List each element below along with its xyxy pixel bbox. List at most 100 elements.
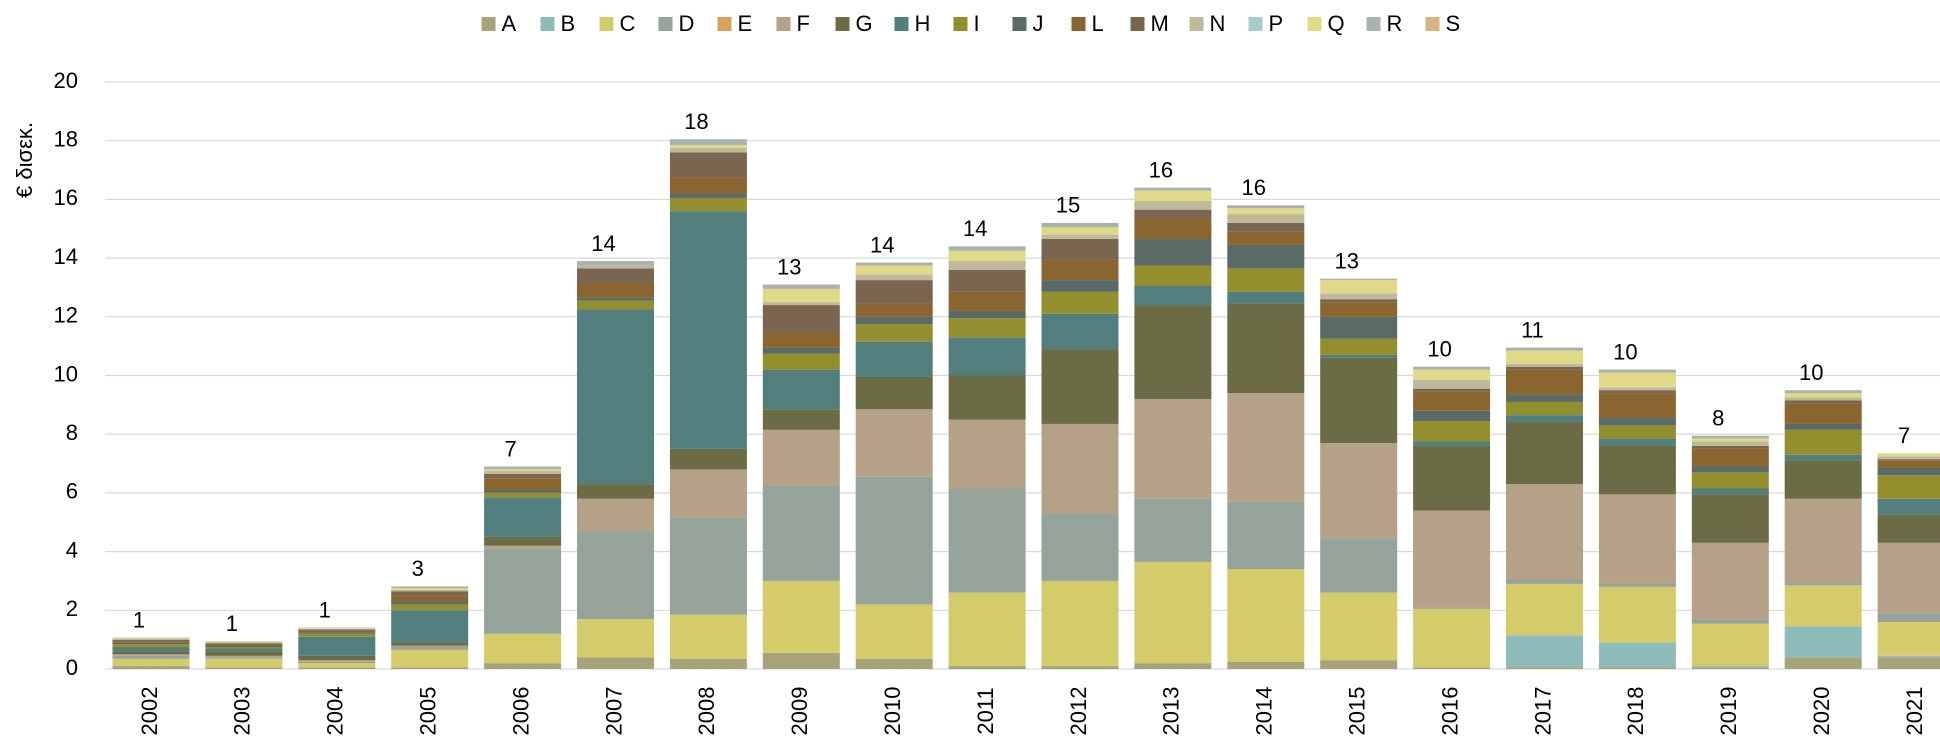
bar-segment bbox=[948, 592, 1026, 667]
bar-segment bbox=[1413, 379, 1491, 389]
x-tick-label: 2014 bbox=[1252, 687, 1277, 736]
bar-segment bbox=[1227, 291, 1305, 304]
bar-segment bbox=[205, 658, 283, 668]
legend-swatch bbox=[953, 17, 968, 31]
bar-segment bbox=[855, 476, 933, 605]
bar-segment bbox=[855, 265, 933, 275]
y-tick-label: 14 bbox=[54, 244, 78, 269]
bar-segment bbox=[1413, 391, 1491, 411]
total-label: 14 bbox=[870, 232, 894, 257]
legend-label: C bbox=[620, 11, 636, 36]
y-tick-label: 16 bbox=[54, 185, 78, 210]
bar-segment bbox=[1134, 218, 1212, 240]
bar-segment bbox=[1506, 394, 1583, 402]
legend-swatch bbox=[1012, 17, 1027, 31]
bar-segment bbox=[298, 663, 376, 668]
bar-segment bbox=[391, 649, 469, 668]
bar-segment bbox=[855, 604, 933, 659]
bar-segment bbox=[1784, 582, 1862, 586]
bar-segment bbox=[1691, 441, 1769, 446]
total-label: 15 bbox=[1056, 193, 1080, 218]
bar-segment bbox=[1598, 393, 1676, 419]
bar-segment bbox=[1413, 366, 1491, 370]
bar-segment bbox=[205, 642, 283, 644]
bar-segment bbox=[1691, 667, 1769, 669]
bar-segment bbox=[112, 654, 190, 656]
bar-segment bbox=[112, 637, 190, 639]
bar-segment bbox=[1227, 222, 1305, 232]
bar-segment bbox=[855, 324, 933, 342]
bar-segment bbox=[1691, 448, 1769, 467]
bar-segment bbox=[762, 409, 840, 430]
bar-segment bbox=[112, 644, 190, 647]
bar-segment bbox=[484, 469, 562, 471]
bar-segment bbox=[1320, 293, 1398, 300]
bar-segment bbox=[669, 517, 747, 615]
legend-swatch bbox=[1307, 17, 1322, 31]
legend-label: R bbox=[1387, 11, 1403, 36]
bar-segment bbox=[112, 642, 190, 645]
x-tick-label: 2013 bbox=[1159, 687, 1184, 736]
bar-segment bbox=[1413, 607, 1491, 609]
bar-segment bbox=[205, 648, 283, 652]
bar-segment bbox=[1227, 244, 1305, 269]
bar-segment bbox=[1691, 494, 1769, 543]
bar-segment bbox=[484, 473, 562, 479]
bar-segment bbox=[1877, 655, 1940, 658]
bar-segment bbox=[112, 655, 190, 659]
total-label: 18 bbox=[684, 109, 708, 134]
bar-segment bbox=[1598, 369, 1676, 373]
legend-label: I bbox=[974, 11, 980, 36]
bar-segment bbox=[1506, 366, 1583, 370]
y-tick-label: 4 bbox=[66, 537, 78, 562]
bar-segment bbox=[1598, 642, 1676, 668]
bar-segment bbox=[1041, 239, 1119, 260]
bar-segment bbox=[484, 492, 562, 498]
bar-segment bbox=[1041, 580, 1119, 667]
bar-segment bbox=[1134, 305, 1212, 399]
bar-segment bbox=[1598, 494, 1676, 584]
bar-segment bbox=[1877, 657, 1940, 669]
bar-segment bbox=[1413, 445, 1491, 511]
bar-segment bbox=[484, 633, 562, 664]
total-label: 1 bbox=[319, 597, 331, 622]
bar-segment bbox=[1320, 357, 1398, 444]
bar-segment bbox=[1413, 388, 1491, 392]
bar-segment bbox=[391, 591, 469, 596]
bar-segment bbox=[1691, 438, 1769, 442]
bar-segment bbox=[1784, 390, 1862, 394]
total-label: 16 bbox=[1242, 175, 1266, 200]
bar-segment bbox=[391, 589, 469, 592]
bar-segment bbox=[298, 655, 376, 661]
bar-segment bbox=[1877, 622, 1940, 656]
y-tick-label: 6 bbox=[66, 479, 78, 504]
bar-segment bbox=[1041, 291, 1119, 314]
bar-segment bbox=[1784, 403, 1862, 424]
x-tick-label: 2006 bbox=[508, 687, 533, 736]
bar-segment bbox=[855, 316, 933, 325]
bar-segment bbox=[1413, 420, 1491, 442]
bar-segment bbox=[762, 353, 840, 370]
bar-segment bbox=[1134, 265, 1212, 286]
y-tick-label: 20 bbox=[54, 68, 78, 93]
x-tick-label: 2003 bbox=[230, 687, 255, 736]
bar-segment bbox=[577, 531, 654, 620]
bar-segment bbox=[1598, 445, 1676, 495]
bar-segment bbox=[205, 646, 283, 649]
bar-segment bbox=[1134, 209, 1212, 219]
y-tick-label: 18 bbox=[54, 127, 78, 152]
bar-segment bbox=[1227, 208, 1305, 215]
bar-segment bbox=[1784, 393, 1862, 398]
bar-segment bbox=[391, 588, 469, 590]
bar-segment bbox=[391, 601, 469, 605]
bar-segment bbox=[391, 586, 469, 589]
bar-segment bbox=[391, 586, 469, 587]
bar-segment bbox=[1784, 657, 1862, 669]
bar-segment bbox=[762, 369, 840, 410]
bar-segment bbox=[762, 284, 840, 289]
bar-segment bbox=[391, 595, 469, 602]
bar-segment bbox=[669, 658, 747, 669]
bar-segment bbox=[112, 638, 190, 640]
total-label: 8 bbox=[1712, 405, 1724, 430]
bar-segment bbox=[1784, 626, 1862, 658]
